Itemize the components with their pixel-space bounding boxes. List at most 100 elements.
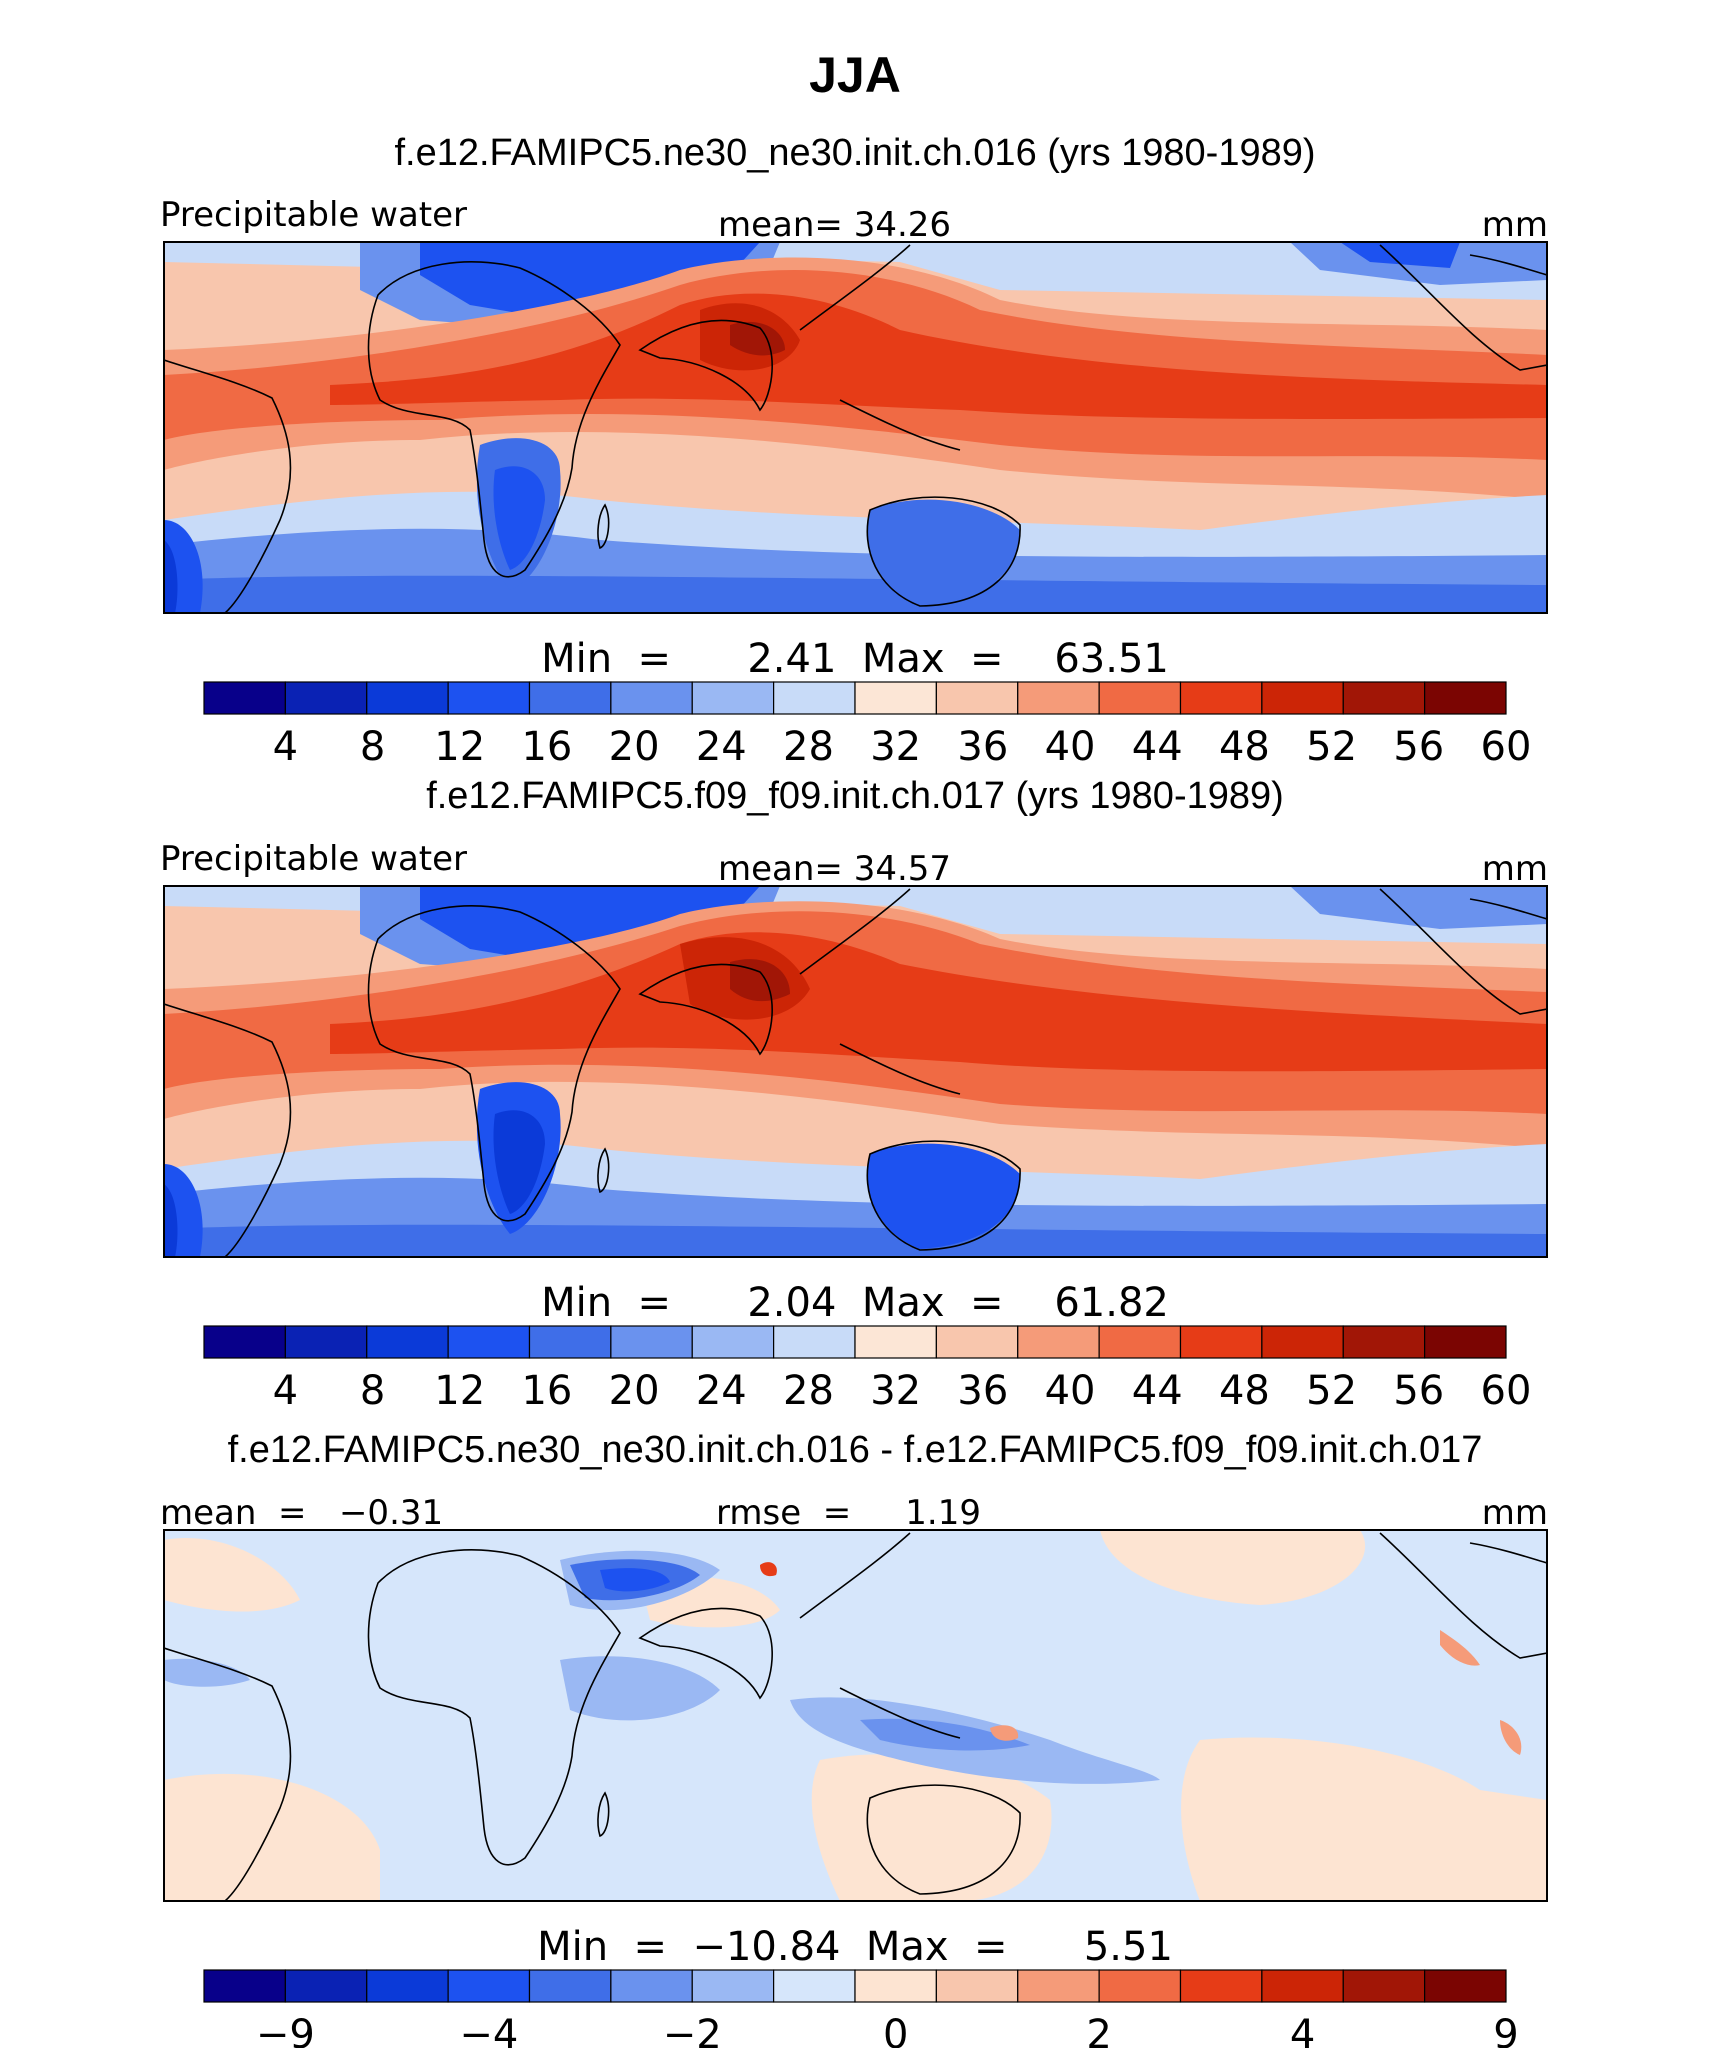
panel-1-mean-label: mean= 34.26 [718, 205, 951, 245]
colorbar-swatch [610, 1969, 693, 2003]
colorbar-tick-label: 44 [1132, 1368, 1183, 1414]
colorbar-tick-label: 56 [1393, 1368, 1444, 1414]
colorbar-swatch [1424, 1325, 1507, 1359]
colorbar-tick-label: 16 [521, 724, 572, 770]
colorbar-tick-label: 40 [1045, 724, 1096, 770]
panel-2-map-frame [163, 885, 1548, 1258]
panel-2-field [164, 886, 1547, 1257]
panel-3-case-title: f.e12.FAMIPC5.ne30_ne30.init.ch.016 - f.… [228, 1429, 1483, 1471]
colorbar-swatch [1261, 681, 1344, 715]
panel-3-min-max: Min = −10.84 Max = 5.51 [537, 1924, 1173, 1970]
colorbar-swatch [935, 1325, 1019, 1359]
colorbar-tick-label: 12 [434, 724, 485, 770]
panel-2-min-max: Min = 2.04 Max = 61.82 [541, 1280, 1169, 1326]
colorbar-tick-label: 52 [1306, 1368, 1357, 1414]
colorbar-tick-label: −2 [663, 2012, 722, 2048]
panel-2-coastlines [164, 888, 1547, 1257]
colorbar-tick-label: 36 [957, 1368, 1008, 1414]
colorbar-swatch [1098, 1969, 1182, 2003]
colorbar-tick-label: 44 [1132, 724, 1183, 770]
colorbar-tick-label: 8 [360, 1368, 385, 1414]
colorbar-tick-label: 9 [1493, 2012, 1518, 2048]
colorbar-swatch [610, 1325, 693, 1359]
colorbar-tick-label: 24 [696, 1368, 747, 1414]
colorbar-swatch [773, 681, 856, 715]
colorbar-tick-label: 32 [870, 724, 921, 770]
panel-3: f.e12.FAMIPC5.ne30_ne30.init.ch.016 - f.… [160, 1429, 1548, 2048]
colorbar-swatch [1342, 1969, 1426, 2003]
colorbar-swatch [284, 1325, 368, 1359]
panel-3-mean-label: mean = −0.31 [160, 1493, 443, 1533]
colorbar-swatch [610, 681, 693, 715]
panel-3-colorbar: −9 −4 −2 0 2 4 9 [203, 1969, 1519, 2048]
colorbar-swatch [935, 681, 1019, 715]
colorbar-swatch [691, 1325, 775, 1359]
colorbar-swatch [447, 681, 531, 715]
panel-2-variable-label: Precipitable water [160, 839, 467, 879]
colorbar-tick-label: 28 [783, 724, 834, 770]
colorbar-swatch [447, 1325, 531, 1359]
colorbar-swatch [366, 681, 449, 715]
colorbar-swatch [1424, 681, 1507, 715]
colorbar-swatch [1179, 1969, 1263, 2003]
panel-2-units-label: mm [1482, 849, 1548, 889]
colorbar-swatch [203, 1325, 286, 1359]
colorbar-swatch [854, 1969, 937, 2003]
panel-1: f.e12.FAMIPC5.ne30_ne30.init.ch.016 (yrs… [160, 132, 1548, 770]
colorbar-swatch [366, 1969, 449, 2003]
colorbar-tick-label: 0 [883, 2012, 908, 2048]
panel-2-colorbar: 4 8 12 16 20 24 28 32 36 40 44 48 52 56 60 [203, 1325, 1532, 1414]
colorbar-swatch [284, 681, 368, 715]
colorbar-tick-label: 36 [957, 724, 1008, 770]
colorbar-swatch [1017, 1325, 1100, 1359]
colorbar-tick-label: 24 [696, 724, 747, 770]
colorbar-swatch [203, 1969, 286, 2003]
colorbar-swatch [854, 1325, 937, 1359]
colorbar-tick-label: 40 [1045, 1368, 1096, 1414]
colorbar-swatch [1179, 681, 1263, 715]
colorbar-swatch [1261, 1969, 1344, 2003]
colorbar-tick-label: 56 [1393, 724, 1444, 770]
panel-3-units-label: mm [1482, 1493, 1548, 1533]
colorbar-tick-label: 12 [434, 1368, 485, 1414]
colorbar-tick-label: 60 [1481, 724, 1532, 770]
colorbar-tick-label: 28 [783, 1368, 834, 1414]
colorbar-tick-label: −9 [256, 2012, 315, 2048]
colorbar-tick-label: 8 [360, 724, 385, 770]
colorbar-swatch [691, 1969, 775, 2003]
panel-3-field [164, 1530, 1547, 1901]
colorbar-swatch [1017, 1969, 1100, 2003]
colorbar-tick-label: 4 [1290, 2012, 1315, 2048]
colorbar-swatch [773, 1325, 856, 1359]
panel-1-map-frame [163, 241, 1548, 614]
colorbar-swatch [935, 1969, 1019, 2003]
colorbar-tick-label: 48 [1219, 1368, 1270, 1414]
colorbar-tick-label: 52 [1306, 724, 1357, 770]
panel-1-colorbar: 4 8 12 16 20 24 28 32 36 40 44 48 52 56 60 [203, 681, 1532, 770]
panel-3-rmse-label: rmse = 1.19 [716, 1493, 981, 1533]
panel-3-coastlines [164, 1532, 1547, 1901]
colorbar-swatch [1017, 681, 1100, 715]
colorbar-swatch [1179, 1325, 1263, 1359]
colorbar-tick-label: 32 [870, 1368, 921, 1414]
colorbar-swatch [1261, 1325, 1344, 1359]
panel-2-case-title: f.e12.FAMIPC5.f09_f09.init.ch.017 (yrs 1… [426, 775, 1284, 817]
colorbar-swatch [773, 1969, 856, 2003]
panel-1-min-max: Min = 2.41 Max = 63.51 [541, 636, 1169, 682]
panel-2: f.e12.FAMIPC5.f09_f09.init.ch.017 (yrs 1… [160, 775, 1548, 1414]
colorbar-swatch [528, 681, 612, 715]
colorbar-swatch [203, 681, 286, 715]
colorbar-swatch [1342, 681, 1426, 715]
panel-1-map [164, 242, 1547, 613]
colorbar-swatch [691, 681, 775, 715]
panel-1-variable-label: Precipitable water [160, 195, 467, 235]
colorbar-swatch [1342, 1325, 1426, 1359]
colorbar-tick-label: 60 [1481, 1368, 1532, 1414]
colorbar-swatch [1424, 1969, 1507, 2003]
figure-title: JJA [809, 47, 901, 103]
colorbar-swatch [1098, 1325, 1182, 1359]
colorbar-swatch [528, 1969, 612, 2003]
colorbar-tick-label: 20 [609, 724, 660, 770]
panel-3-map-frame [163, 1529, 1548, 1902]
panel-2-mean-label: mean= 34.57 [718, 849, 951, 889]
